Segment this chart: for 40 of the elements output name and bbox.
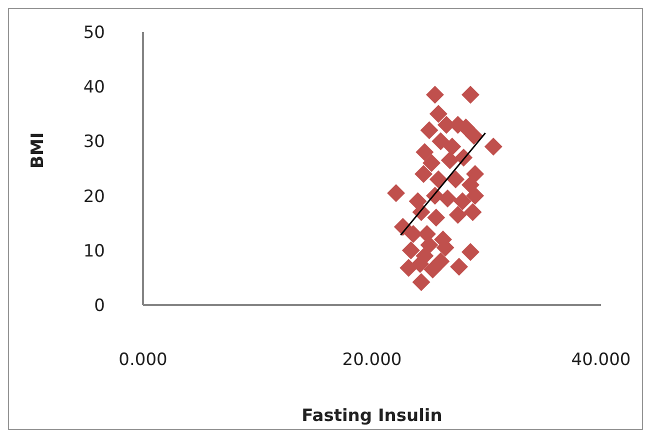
y-tick-label: 10 bbox=[83, 241, 105, 262]
point bbox=[402, 241, 420, 260]
point bbox=[448, 206, 467, 224]
point bbox=[461, 176, 480, 194]
point bbox=[420, 121, 438, 140]
point bbox=[414, 164, 433, 183]
point bbox=[450, 258, 468, 276]
point bbox=[429, 104, 448, 123]
x-tick-label: 0.000 bbox=[118, 350, 168, 370]
x-tick-label: 20.000 bbox=[342, 350, 402, 370]
point bbox=[461, 243, 480, 262]
y-tick-label: 40 bbox=[83, 78, 105, 98]
point bbox=[404, 225, 422, 244]
point bbox=[464, 203, 482, 222]
point bbox=[432, 132, 450, 150]
point bbox=[427, 208, 446, 227]
y-tick-label: 20 bbox=[83, 186, 105, 207]
x-axis-title: Fasting Insulin bbox=[302, 406, 442, 426]
point bbox=[461, 86, 480, 104]
point bbox=[466, 186, 484, 205]
point bbox=[464, 126, 483, 145]
point bbox=[400, 258, 418, 277]
point bbox=[443, 138, 462, 156]
point bbox=[426, 86, 444, 104]
point bbox=[440, 151, 459, 170]
x-tick-label: 40.000 bbox=[571, 350, 631, 370]
point bbox=[416, 143, 434, 162]
point bbox=[422, 154, 441, 172]
point bbox=[412, 273, 430, 292]
point bbox=[446, 170, 465, 188]
point bbox=[387, 184, 406, 202]
point bbox=[484, 138, 502, 156]
y-tick-label: 0 bbox=[94, 296, 105, 316]
point bbox=[432, 252, 450, 270]
point bbox=[429, 170, 448, 188]
y-tick-label: 30 bbox=[83, 132, 105, 152]
y-tick-label: 50 bbox=[83, 23, 105, 44]
point bbox=[453, 192, 472, 210]
point bbox=[438, 190, 457, 208]
y-axis-title: BMI bbox=[28, 132, 48, 168]
